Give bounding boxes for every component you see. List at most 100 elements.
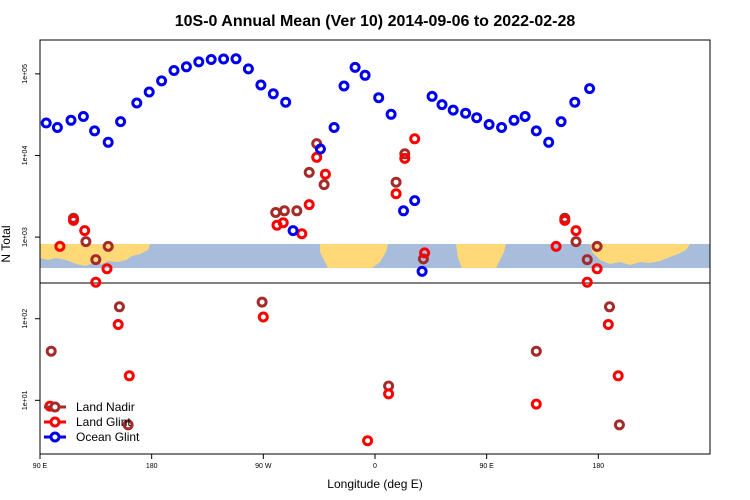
land-nadir-point-7 [256, 296, 268, 308]
ocean-glint-point-14 [218, 53, 230, 65]
land-nadir-point-8 [270, 207, 282, 218]
land-glint-point-22 [550, 240, 562, 252]
y-tick-label-4: 1e+05 [22, 64, 29, 84]
ocean-glint-point-13 [205, 54, 217, 65]
y-tick-label-2: 1e+03 [22, 227, 29, 247]
ocean-glint-point-18 [267, 88, 279, 100]
ocean-glint-point-21 [328, 122, 340, 133]
land-nadir-point-13 [318, 179, 330, 191]
ocean-glint-point-4 [89, 125, 101, 137]
ocean-glint-point-36 [483, 119, 495, 130]
land-nadir-point-2 [80, 236, 92, 248]
land-glint-point-1 [54, 240, 66, 252]
land-glint-point-4 [90, 276, 102, 288]
ocean-glint-point-2 [65, 114, 77, 126]
land-shape-africa [456, 244, 506, 268]
land-nadir-point-18 [530, 345, 542, 357]
x-tick-label-4: 90 E [479, 463, 494, 470]
ocean-glint-point-0 [40, 117, 52, 129]
land-nadir-point-23 [604, 301, 615, 313]
land-glint-point-24 [570, 225, 582, 237]
land-nadir-point-11 [303, 166, 315, 178]
land-nadir-point-6 [122, 419, 134, 431]
ocean-glint-point-8 [143, 86, 155, 98]
land-glint-point-12 [303, 199, 315, 211]
legend-label-land-glint: Land Glint [76, 415, 131, 429]
land-glint-point-2 [68, 214, 79, 226]
ocean-glint-point-34 [460, 107, 472, 119]
x-axis: 90 E 180 90 W 0 90 E 180 [33, 454, 604, 470]
land-nadir-point-5 [113, 301, 125, 313]
ocean-glint-point-28 [398, 205, 409, 217]
ocean-glint-point-17 [255, 79, 267, 91]
x-tick-label-5: 180 [592, 463, 604, 470]
land-nadir-point-9 [278, 205, 290, 217]
ocean-glint-point-23 [338, 80, 350, 92]
ocean-glint-point-19 [280, 96, 292, 108]
ocean-glint-point-39 [519, 111, 531, 122]
land-glint-point-13 [311, 151, 323, 163]
land-nadir-point-0 [45, 345, 57, 357]
ocean-glint-point-9 [156, 75, 168, 87]
x-tick-label-2: 90 W [255, 463, 272, 470]
ocean-glint-point-24 [349, 61, 361, 73]
ocean-glint-point-31 [426, 90, 438, 102]
land-glint-point-5 [101, 263, 113, 275]
legend-label-ocean-glint: Ocean Glint [76, 430, 140, 444]
ocean-glint-point-38 [508, 114, 520, 126]
y-tick-label-3: 1e+04 [22, 146, 29, 166]
ocean-glint-point-27 [385, 108, 397, 120]
y-tick-label-0: 1e+01 [22, 390, 29, 410]
ocean-glint-point-35 [471, 112, 483, 124]
legend-marker-ocean-glint [49, 431, 61, 443]
land-nadir-point-24 [613, 419, 625, 431]
y-axis: 1e+01 1e+02 1e+03 1e+04 1e+05 [22, 64, 40, 410]
y-tick-label-1: 1e+02 [22, 309, 29, 329]
land-nadir-point-17 [417, 253, 429, 265]
ocean-glint-point-22 [314, 143, 326, 155]
x-tick-label-0: 90 E [33, 463, 48, 470]
land-glint-point-20 [419, 247, 431, 259]
x-axis-label: Longitude (deg E) [327, 477, 422, 491]
land-nadir-point-21 [581, 254, 593, 266]
ocean-glint-point-16 [242, 63, 254, 75]
ocean-glint-point-15 [230, 53, 242, 65]
land-glint-point-17 [390, 188, 402, 200]
ocean-glint-point-25 [359, 69, 371, 81]
land-nadir-point-20 [570, 236, 582, 248]
ocean-glint-point-41 [543, 136, 555, 148]
land-glint-point-15 [362, 435, 374, 447]
ocean-glint-point-33 [447, 104, 459, 116]
land-glint-point-25 [581, 276, 593, 288]
ocean-glint-point-5 [102, 136, 114, 148]
land-glint-point-27 [602, 319, 614, 330]
land-glint-point-23 [559, 214, 571, 226]
land-glint-point-28 [612, 370, 624, 382]
land-glint-point-8 [257, 311, 269, 323]
ocean-glint-point-30 [416, 265, 428, 277]
land-shape-south-america [320, 244, 388, 268]
land-shape-australia-east [590, 244, 690, 265]
ocean-glint-point-7 [131, 97, 143, 109]
legend-marker-land-nadir [49, 401, 61, 413]
ocean-glint-point-37 [496, 122, 508, 133]
ocean-glint-point-3 [77, 111, 89, 122]
land-glint-point-19 [409, 133, 421, 145]
ocean-glint-point-6 [115, 116, 127, 128]
y-axis-label: N Total [0, 225, 13, 262]
land-glint-point-21 [530, 398, 542, 410]
ocean-glint-point-32 [436, 99, 448, 111]
ocean-glint-point-11 [180, 61, 192, 73]
ocean-glint-point-26 [373, 92, 385, 104]
land-glint-point-18 [399, 152, 411, 164]
land-glint-point-3 [79, 225, 91, 237]
ocean-glint-point-42 [555, 116, 567, 128]
x-tick-label-1: 180 [146, 463, 158, 470]
ocean-glint-point-12 [193, 56, 205, 68]
land-glint-point-6 [112, 319, 124, 330]
legend-marker-land-glint [49, 416, 61, 428]
ocean-glint-point-43 [569, 96, 581, 108]
legend-label-land-nadir: Land Nadir [76, 400, 135, 414]
